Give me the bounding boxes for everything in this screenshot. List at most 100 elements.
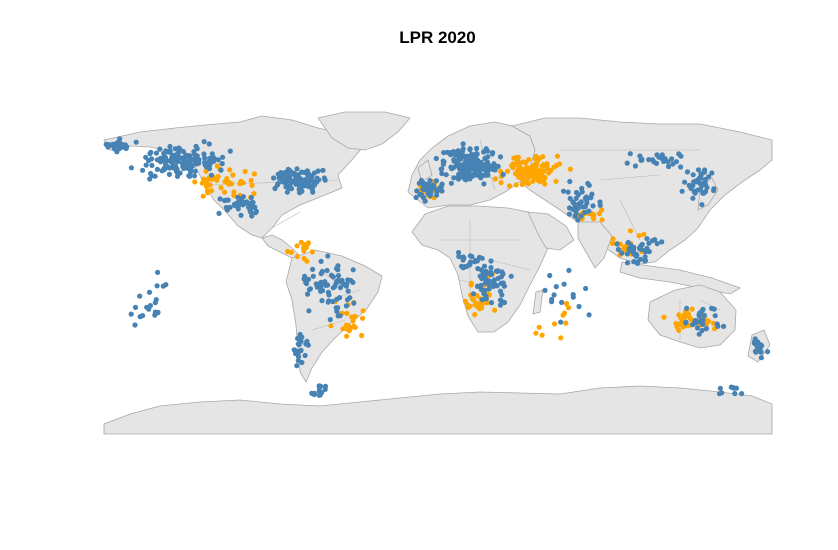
blue-point: [441, 159, 447, 165]
orange-point: [301, 255, 307, 262]
orange-point: [359, 315, 366, 321]
blue-point: [250, 199, 256, 206]
blue-point: [227, 204, 233, 210]
blue-point: [305, 183, 311, 189]
blue-point: [427, 178, 433, 184]
orange-point: [551, 321, 558, 327]
blue-point: [624, 160, 630, 166]
blue-point: [299, 177, 305, 183]
orange-point: [305, 240, 311, 246]
blue-point: [684, 305, 690, 311]
blue-point: [241, 200, 248, 206]
blue-points: [103, 136, 771, 398]
orange-point: [522, 159, 528, 165]
blue-point: [714, 321, 720, 327]
blue-point: [201, 151, 207, 157]
blue-point: [690, 195, 696, 201]
blue-point: [597, 199, 603, 205]
blue-point: [433, 155, 439, 162]
orange-point: [251, 171, 257, 177]
orange-point: [492, 176, 498, 182]
orange-point: [212, 175, 218, 181]
blue-point: [298, 347, 304, 353]
blue-point: [482, 172, 488, 178]
blue-point: [488, 269, 494, 275]
orange-point: [192, 179, 198, 185]
orange-point: [294, 243, 300, 249]
blue-point: [325, 253, 331, 259]
blue-point: [285, 166, 291, 172]
blue-point: [332, 284, 338, 290]
blue-point: [474, 145, 480, 152]
blue-point: [193, 143, 199, 149]
orange-point: [285, 248, 291, 255]
orange-point: [546, 170, 552, 176]
orange-point: [553, 178, 559, 184]
blue-point: [146, 289, 153, 295]
blue-point: [330, 274, 336, 280]
blue-point: [624, 251, 631, 257]
blue-point: [700, 321, 706, 327]
orange-point: [539, 168, 545, 174]
orange-point: [533, 330, 539, 336]
blue-point: [318, 286, 324, 292]
blue-point: [247, 207, 253, 213]
blue-point: [694, 187, 701, 193]
blue-point: [282, 169, 288, 176]
blue-point: [140, 313, 146, 319]
orange-point: [565, 305, 572, 311]
blue-point: [500, 171, 506, 178]
blue-point: [311, 170, 317, 176]
orange-point: [526, 157, 532, 163]
orange-point: [231, 189, 237, 195]
blue-point: [654, 241, 660, 247]
blue-point: [319, 268, 325, 275]
greenland: [317, 111, 411, 151]
blue-point: [684, 169, 691, 175]
blue-point: [297, 331, 303, 338]
blue-point: [293, 348, 299, 354]
orange-point: [554, 153, 561, 159]
blue-point: [149, 156, 155, 162]
blue-point: [459, 170, 465, 177]
blue-point: [137, 293, 143, 299]
blue-point: [500, 271, 506, 277]
blue-point: [454, 158, 460, 164]
blue-point: [309, 390, 315, 396]
blue-point: [473, 158, 479, 165]
orange-point: [524, 165, 530, 171]
blue-point: [421, 186, 427, 192]
blue-point: [632, 163, 639, 169]
blue-point: [455, 176, 462, 182]
blue-point: [753, 349, 759, 355]
blue-point: [209, 155, 215, 161]
blue-point: [649, 238, 656, 244]
blue-point: [703, 326, 710, 332]
blue-point: [163, 282, 169, 288]
orange-point: [627, 228, 634, 234]
orange-point: [610, 236, 616, 242]
blue-point: [117, 136, 123, 142]
asia: [510, 117, 773, 265]
blue-point: [619, 250, 625, 256]
blue-point: [193, 154, 199, 160]
blue-point: [589, 191, 595, 197]
blue-point: [757, 342, 763, 348]
orange-point: [237, 181, 243, 187]
orange-point: [350, 318, 356, 324]
blue-point: [174, 166, 180, 172]
blue-point: [310, 189, 316, 195]
blue-point: [334, 296, 340, 302]
blue-point: [167, 143, 173, 150]
india: [577, 221, 613, 269]
blue-point: [469, 151, 475, 157]
blue-point: [155, 269, 161, 275]
blue-point: [711, 186, 717, 192]
blue-point: [666, 163, 672, 170]
blue-point: [295, 354, 302, 360]
blue-point: [711, 306, 717, 312]
blue-point: [272, 185, 278, 192]
orange-point: [351, 323, 357, 329]
orange-point: [542, 162, 548, 168]
south-america: [285, 249, 383, 383]
